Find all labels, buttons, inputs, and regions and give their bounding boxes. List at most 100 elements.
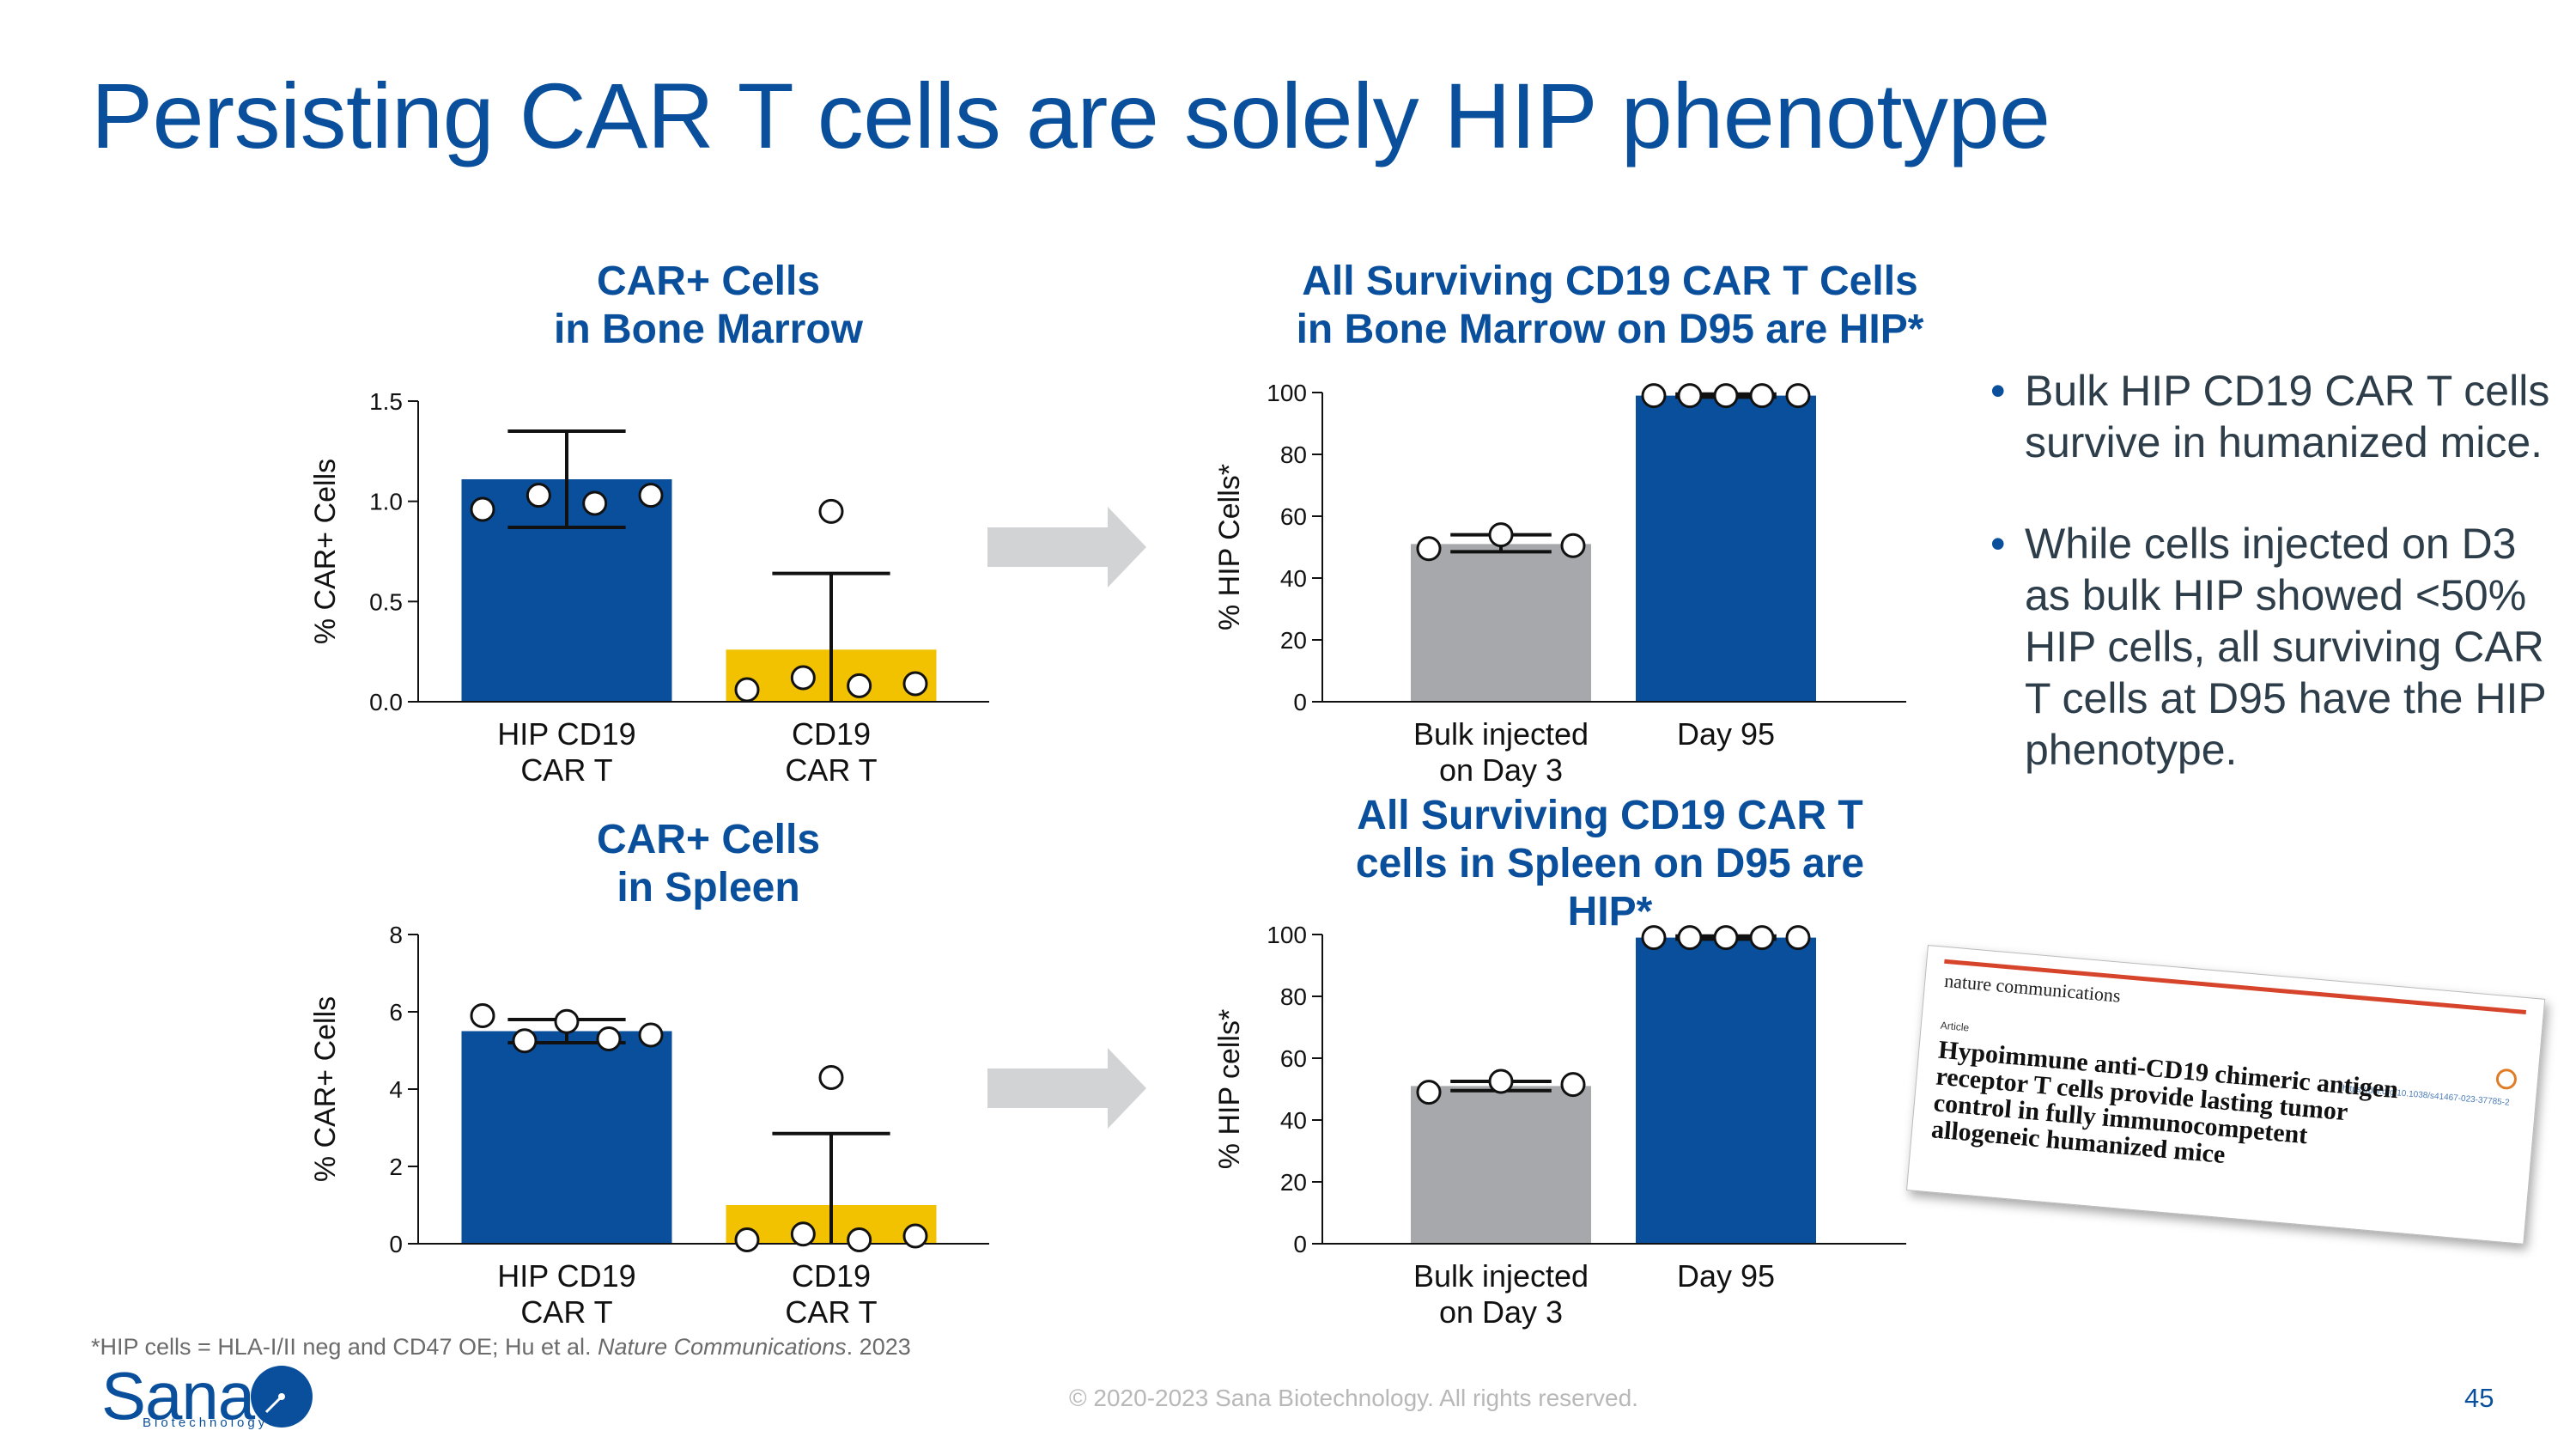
chart-title-sp-car: CAR+ Cells in Spleen (502, 816, 914, 912)
y-tick-label: 20 (1280, 627, 1307, 654)
sana-logo: Sana Biotechnology (101, 1357, 359, 1434)
chart-title-line: in Bone Marrow on D95 are HIP* (1296, 307, 1924, 352)
y-tick-label: 0.5 (369, 588, 403, 615)
data-point (902, 671, 928, 697)
footnote: *HIP cells = HLA-I/II neg and CD47 OE; H… (91, 1334, 911, 1361)
y-tick-label: 40 (1280, 1107, 1307, 1134)
data-point (1560, 1072, 1586, 1098)
y-tick-label: 80 (1280, 983, 1307, 1010)
y-axis-label: % HIP cells* (1213, 1009, 1246, 1169)
y-tick-label: 6 (389, 999, 403, 1026)
right-arrow-icon (987, 507, 1146, 588)
x-tick-label: on Day 3 (1439, 752, 1563, 788)
paper-thumbnail[interactable]: nature communications Article https://do… (1905, 945, 2563, 1245)
bar (726, 1205, 937, 1244)
open-access-icon (2494, 1068, 2518, 1091)
y-tick-label: 80 (1280, 441, 1307, 468)
y-axis-label: % CAR+ Cells (309, 459, 342, 644)
paper-title: Hypoimmune anti-CD19 chimeric antigen re… (1930, 1036, 2399, 1183)
chart-title-line: All Surviving CD19 CAR T Cells (1302, 259, 1918, 304)
data-point (470, 496, 495, 522)
bar (726, 649, 937, 702)
data-point (1785, 383, 1811, 409)
y-tick-label: 20 (1280, 1169, 1307, 1196)
logo-circle-icon (251, 1366, 313, 1428)
logo-wordmark: Sana (101, 1358, 255, 1434)
data-point (1749, 383, 1775, 409)
footnote-journal: Nature Communications (598, 1334, 847, 1360)
chart-title-line: HIP* (1567, 889, 1653, 935)
data-point (818, 1065, 844, 1090)
logo-subtext: Biotechnology (143, 1416, 269, 1430)
data-point (902, 1223, 928, 1249)
x-tick-label: HIP CD19 (497, 1258, 635, 1294)
y-tick-label: 1.5 (369, 388, 403, 415)
bullet-dot-icon: • (1990, 367, 2006, 415)
chart-title-sp-hip: All Surviving CD19 CAR T cells in Spleen… (1292, 792, 1928, 936)
y-tick-label: 0 (1293, 1231, 1307, 1257)
data-point (596, 1026, 622, 1051)
data-point (1713, 383, 1739, 409)
page-number: 45 (2464, 1383, 2494, 1413)
y-tick-label: 8 (389, 922, 403, 948)
x-tick-label: on Day 3 (1439, 1294, 1563, 1330)
chart-title-bm-hip: All Surviving CD19 CAR T Cells in Bone M… (1249, 258, 1971, 354)
data-point (734, 677, 760, 703)
chart-title-line: CAR+ Cells (596, 817, 821, 862)
y-axis-label: % CAR+ Cells (309, 996, 342, 1182)
x-tick-label: CAR T (520, 752, 612, 788)
right-arrow-icon (987, 1048, 1146, 1129)
data-point (470, 1003, 495, 1028)
data-point (638, 483, 664, 508)
bullet-item: • Bulk HIP CD19 CAR T cells survive in h… (1990, 365, 2557, 468)
x-tick-label: CD19 (792, 1258, 871, 1294)
chart-title-line: All Surviving CD19 CAR T (1357, 793, 1863, 838)
data-point (847, 673, 872, 698)
y-tick-label: 60 (1280, 1045, 1307, 1072)
x-tick-label: CAR T (785, 752, 877, 788)
bullet-item: • While cells injected on D3 as bulk HIP… (1990, 518, 2557, 776)
chart-title-line: in Spleen (617, 865, 800, 910)
y-tick-label: 100 (1267, 380, 1307, 406)
bar (1636, 937, 1816, 1244)
chart-title-line: in Bone Marrow (553, 307, 864, 352)
y-tick-label: 0.0 (369, 689, 403, 715)
y-tick-label: 60 (1280, 503, 1307, 530)
bullet-list: • Bulk HIP CD19 CAR T cells survive in h… (1990, 365, 2557, 825)
footnote-prefix: *HIP cells = HLA-I/II neg and CD47 OE; H… (91, 1334, 598, 1360)
footnote-year: . 2023 (846, 1334, 911, 1360)
data-point (582, 490, 608, 516)
data-point (638, 1022, 664, 1048)
chart-title-bm-car: CAR+ Cells in Bone Marrow (502, 258, 914, 354)
paper-type: Article (1940, 1019, 1970, 1034)
data-point (734, 1227, 760, 1252)
data-point (512, 1028, 538, 1054)
x-tick-label: CAR T (520, 1294, 612, 1330)
data-point (1416, 1080, 1442, 1105)
data-point (1641, 383, 1667, 409)
bullet-dot-icon: • (1990, 520, 2006, 568)
y-tick-label: 2 (389, 1154, 403, 1180)
y-tick-label: 40 (1280, 565, 1307, 592)
data-point (1416, 536, 1442, 562)
data-point (790, 665, 816, 691)
x-tick-label: Bulk injected (1413, 1258, 1589, 1294)
bar (1636, 395, 1816, 702)
x-tick-label: Bulk injected (1413, 716, 1589, 752)
copyright: © 2020-2023 Sana Biotechnology. All righ… (1069, 1385, 1638, 1411)
x-tick-label: CD19 (792, 716, 871, 752)
x-tick-label: Day 95 (1677, 716, 1775, 752)
bullet-text: Bulk HIP CD19 CAR T cells survive in hum… (2025, 367, 2550, 466)
data-point (847, 1227, 872, 1252)
data-point (818, 498, 844, 524)
data-point (1677, 383, 1703, 409)
y-tick-label: 1.0 (369, 489, 403, 515)
data-point (526, 483, 551, 508)
data-point (1488, 1068, 1514, 1094)
bullet-text: While cells injected on D3 as bulk HIP s… (2025, 520, 2546, 774)
x-tick-label: HIP CD19 (497, 716, 635, 752)
chart-title-line: CAR+ Cells (596, 259, 821, 304)
x-tick-label: CAR T (785, 1294, 877, 1330)
bar (461, 1031, 672, 1244)
data-point (790, 1221, 816, 1247)
